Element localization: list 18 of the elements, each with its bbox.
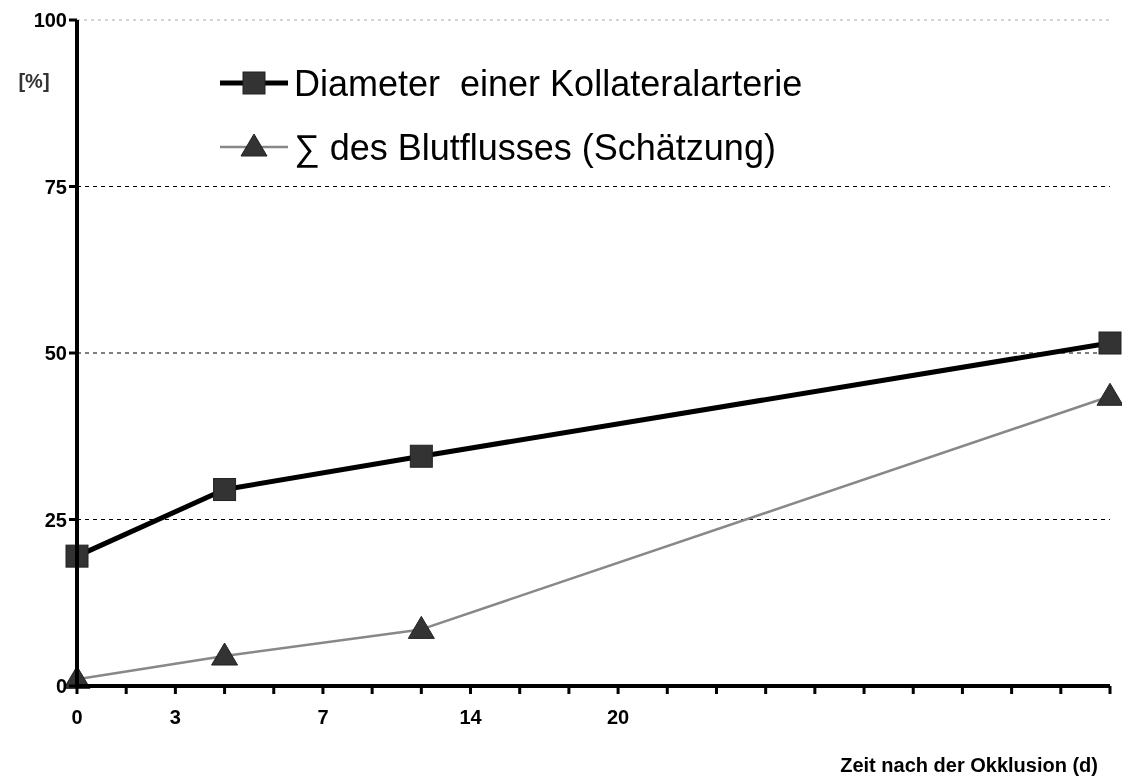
x-tick-label: 7 [317, 706, 329, 728]
point [409, 444, 433, 468]
y-tick-label: 25 [44, 508, 67, 531]
y-tick-label: 100 [33, 9, 67, 31]
x-tick-label: 3 [169, 706, 181, 728]
x-tick-label: 0 [71, 706, 83, 728]
legend-label: ∑ des Blutflusses (Schätzung) [294, 126, 776, 168]
x-tick-label: 14 [459, 706, 483, 728]
y-tick-label: 50 [44, 342, 67, 364]
y-axis-title: [%] [18, 70, 50, 92]
x-axis-title: Zeit nach der Okklusion (d) [840, 754, 1098, 776]
legend-label: Diameter einer Kollateralarterie [294, 62, 803, 104]
point [1098, 331, 1122, 355]
point [65, 544, 89, 568]
point [213, 478, 237, 502]
y-tick-label: 0 [55, 675, 67, 697]
y-tick-label: 75 [44, 175, 67, 198]
x-tick-label: 20 [606, 706, 630, 728]
